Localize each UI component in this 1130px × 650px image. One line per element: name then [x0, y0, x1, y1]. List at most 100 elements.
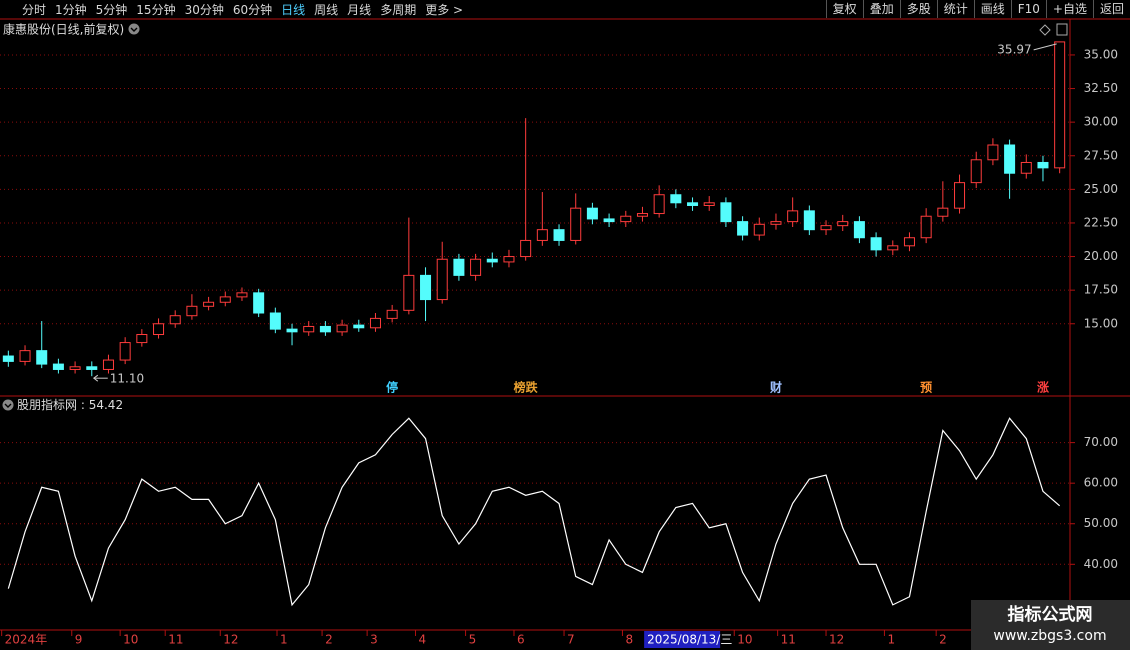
- dropdown-chevron: [4, 403, 12, 408]
- candle-body: [737, 221, 749, 236]
- cursor-date-box: [644, 631, 721, 648]
- diamond-icon[interactable]: [1039, 24, 1051, 36]
- period-tab[interactable]: 60分钟: [232, 2, 273, 17]
- candle-body: [186, 305, 198, 317]
- candle-body: [2, 355, 14, 362]
- y-tick-label: 40.00: [1084, 557, 1118, 571]
- indicator-line: [7, 417, 1061, 607]
- candle-body: [52, 363, 64, 370]
- y-tick-label: 35.00: [1084, 47, 1118, 61]
- y-tick-label: 20.00: [1084, 249, 1118, 263]
- indicator-legend: 股朋指标网 : 54.42: [17, 397, 123, 412]
- period-tab[interactable]: 多周期: [380, 2, 417, 17]
- dropdown-icon[interactable]: [128, 23, 140, 35]
- candle-body: [653, 194, 665, 215]
- x-tick-label: 4: [419, 633, 427, 647]
- watermark-box: [971, 600, 1130, 650]
- toolbar-button[interactable]: 多股: [899, 0, 937, 18]
- candle-body: [520, 239, 532, 258]
- candle-body: [36, 350, 48, 365]
- period-tab[interactable]: 5分钟: [95, 2, 128, 17]
- x-tick-label: 12: [829, 633, 844, 647]
- toolbar-button[interactable]: 画线: [973, 0, 1011, 18]
- x-tick-label: 1: [280, 633, 288, 647]
- y-tick-label: 22.50: [1084, 215, 1118, 229]
- candle-body: [102, 359, 114, 370]
- toolbar-button[interactable]: 复权: [825, 0, 863, 18]
- candle-body: [219, 296, 231, 303]
- period-tab[interactable]: 1分钟: [55, 2, 87, 17]
- x-tick-label: 1: [887, 633, 895, 647]
- candle-body: [586, 207, 598, 220]
- max-label: 35.97: [997, 42, 1031, 56]
- x-tick-label: 11: [168, 633, 183, 647]
- panel-icon[interactable]: [1056, 23, 1068, 36]
- candle-body: [853, 221, 865, 239]
- y-tick-label: 27.50: [1084, 148, 1118, 162]
- toolbar-button[interactable]: 统计: [936, 0, 974, 18]
- period-tab[interactable]: 月线: [347, 2, 372, 17]
- period-tab[interactable]: 更多 >: [425, 2, 464, 17]
- candle-body: [253, 292, 265, 314]
- max-arrow: [1033, 43, 1057, 51]
- period-tab[interactable]: 周线: [314, 2, 339, 17]
- candle-body: [286, 328, 298, 333]
- candle-body: [19, 350, 31, 362]
- dropdown-icon[interactable]: [2, 399, 14, 411]
- event-marker: 榜跌: [514, 380, 539, 395]
- candle-body: [703, 202, 715, 206]
- cursor-date: 2025/08/13/三: [647, 633, 732, 647]
- separator: :: [81, 398, 85, 412]
- candle-body: [453, 258, 465, 276]
- watermark-url: www.zbgs3.com: [993, 628, 1106, 644]
- candle-body: [369, 317, 381, 329]
- toolbar: 分时 1分钟 5分钟 15分钟 30分钟 60分钟 日线 周线 月线 多周期 更多 > 复权 叠加 多股…: [0, 0, 1130, 18]
- candle-body: [720, 202, 732, 223]
- candle-body: [86, 366, 98, 370]
- chart-title: 康惠股份(日线,前复权): [3, 22, 124, 37]
- candle-body: [970, 159, 982, 184]
- period-tab[interactable]: 分时: [22, 2, 47, 17]
- candle-body: [153, 323, 165, 336]
- y-tick-label: 17.50: [1084, 283, 1118, 297]
- toolbar-button[interactable]: 返回: [1092, 0, 1130, 18]
- candle-body: [887, 245, 899, 251]
- event-marker: 停: [386, 380, 398, 395]
- event-marker: 涨: [1037, 380, 1049, 395]
- candle-body: [670, 194, 682, 204]
- toolbar-button[interactable]: 叠加: [862, 0, 900, 18]
- period-tab[interactable]: 15分钟: [136, 2, 176, 17]
- toolbar-button[interactable]: +自选: [1045, 0, 1093, 18]
- period-tabs: 分时 1分钟 5分钟 15分钟 30分钟 60分钟 日线 周线 月线 多周期 更多 >: [0, 1, 463, 18]
- y-tick-label: 15.00: [1084, 316, 1118, 330]
- toolbar-buttons: 复权 叠加 多股 统计 画线 F10 +自选 返回: [825, 0, 1130, 18]
- x-tick-label: 2: [325, 633, 333, 647]
- min-label: 11.10: [110, 372, 144, 386]
- candle-body: [1054, 41, 1066, 169]
- indicator-name: 股朋指标网: [17, 397, 77, 412]
- candle-body: [620, 215, 632, 223]
- candle-body: [837, 221, 849, 227]
- x-tick-label: 5: [469, 633, 477, 647]
- period-tab[interactable]: 30分钟: [184, 2, 224, 17]
- candle-body: [386, 309, 398, 319]
- candle-body: [136, 334, 148, 344]
- candle-body: [920, 215, 932, 239]
- candle-body: [1004, 144, 1016, 174]
- candle-body: [987, 144, 999, 161]
- y-tick-label: 30.00: [1084, 115, 1118, 129]
- period-tab[interactable]: 日线: [281, 2, 306, 17]
- candle-body: [1037, 161, 1049, 169]
- candle-body: [636, 213, 648, 217]
- candle-body: [353, 324, 365, 329]
- candle-body: [503, 256, 515, 263]
- candle-body: [803, 210, 815, 231]
- candle-body: [787, 210, 799, 223]
- x-tick-label: 12: [223, 633, 238, 647]
- x-tick-label: 3: [370, 633, 378, 647]
- indicator-value: 54.42: [89, 398, 123, 412]
- toolbar-button[interactable]: F10: [1010, 0, 1046, 18]
- x-tick-label: 10: [737, 633, 752, 647]
